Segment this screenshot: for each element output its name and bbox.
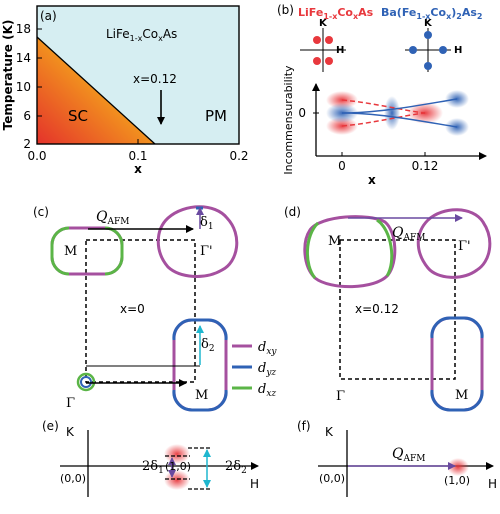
panel-e-label: (e) [42,419,59,433]
panel-d-label: (d) [284,205,301,219]
panel-c-label: (c) [33,205,49,219]
blue-blob-mid [384,96,400,130]
panel-e: (e) K H (0,0) 2δ1 2δ2 (1,0) [42,419,259,497]
ytick-6: 6 [23,109,31,123]
xtick-0-2: 0.2 [229,149,248,163]
b-y-axis-label: Incommensurability [282,65,295,175]
y-axis-label: Temperature (K) [1,20,15,131]
delta2-label-c: δ2 [201,337,215,354]
e-delta2-label: 2δ2 [225,459,247,476]
m-label-c: M [64,244,77,259]
bz-square-d [339,239,456,380]
panel-a-label: (a) [40,9,57,23]
e-h-label: H [250,477,259,491]
pocket-m-top-d [303,215,397,289]
pocket-gamma-prime-d [416,208,492,279]
legend-label-dxy: dxy [258,340,277,357]
red-dashed-lower [341,112,426,127]
sc-label: SC [68,107,88,125]
red-cross-h: H [336,45,344,56]
title-red: LiFe1-xCoxAs [298,6,374,21]
bz-square-c [85,239,196,383]
f-q-afm-label: QAFM [392,446,425,464]
doping-c: x=0 [120,302,145,316]
delta1-label-c: δ1 [200,215,214,232]
gamma-label-d: Γ [336,389,345,404]
gamma-prime-label-d: Γ' [458,239,471,254]
f-k-label: K [325,425,334,439]
panel-b: (b) LiFe1-xCoxAs Ba(Fe1-xCox)2As2 K H K … [277,3,487,187]
panel-d: (d) QAFM M Γ' x=0.12 Γ M [284,205,492,412]
pocket-gamma-outer [76,372,96,392]
x-axis-label: x [134,162,142,176]
ytick-2: 2 [23,137,31,151]
legend-label-dyz: dyz [258,361,276,378]
q-afm-label-d: QAFM [392,225,425,243]
panel-c: (c) QAFM M Γ' x=0 Γ M δ1 δ2 [33,205,239,412]
pm-label: PM [205,107,227,125]
ytick-14: 14 [16,51,31,65]
pocket-gamma-inner [80,376,92,388]
q-afm-label-c: QAFM [96,209,129,227]
red-dashed-upper [341,99,426,114]
blue-cross-h: H [454,45,462,56]
gamma-label-c: Γ [66,396,75,411]
doping-label: x=0.12 [133,72,177,86]
pocket-m-top [50,226,124,276]
panel-a: 18 14 10 6 2 0.0 0.1 0.2 x Temperature (… [1,5,249,176]
xtick-0: 0.0 [27,149,46,163]
b-xtick-0: 0 [338,159,346,173]
gamma-prime-label-c: Γ' [200,244,213,259]
blue-line-lower [341,112,458,128]
f-h-label: H [488,477,497,491]
e-blob-lower [164,470,190,490]
red-cross-k: K [319,18,328,29]
f-point-label: (1,0) [444,474,470,487]
blue-cross-icon: K H [405,18,462,72]
blue-cross-k: K [424,18,433,29]
e-k-label: K [66,425,75,439]
orbital-legend: dxy dyz dxz [232,340,277,399]
phase-boundary [36,36,156,145]
material-label: LiFe1-xCoxAs [106,27,177,43]
b-xtick-012: 0.12 [412,159,439,173]
pocket-gamma-prime [156,205,239,278]
m-label-c-bottom: M [195,388,208,403]
doping-d: x=0.12 [355,302,399,316]
xtick-0-1: 0.1 [128,149,147,163]
b-ytick-0: 0 [298,106,306,120]
ytick-10: 10 [16,80,31,94]
red-cross-icon: K H [300,18,346,72]
e-delta1-label: 2δ1 [142,459,164,476]
e-point-label: (1,0) [165,460,191,473]
ytick-18: 18 [16,22,31,36]
m-label-d-bottom: M [455,388,468,403]
legend-label-dxz: dxz [258,382,276,399]
panel-f-label: (f) [297,419,311,433]
panel-b-label: (b) [277,3,294,17]
f-origin-label: (0,0) [319,472,345,485]
m-label-d: M [328,234,341,249]
title-blue: Ba(Fe1-xCox)2As2 [381,6,482,21]
e-origin-label: (0,0) [60,472,86,485]
panel-f: (f) K H (0,0) QAFM (1,0) [297,419,497,497]
b-x-axis-label: x [368,173,376,187]
